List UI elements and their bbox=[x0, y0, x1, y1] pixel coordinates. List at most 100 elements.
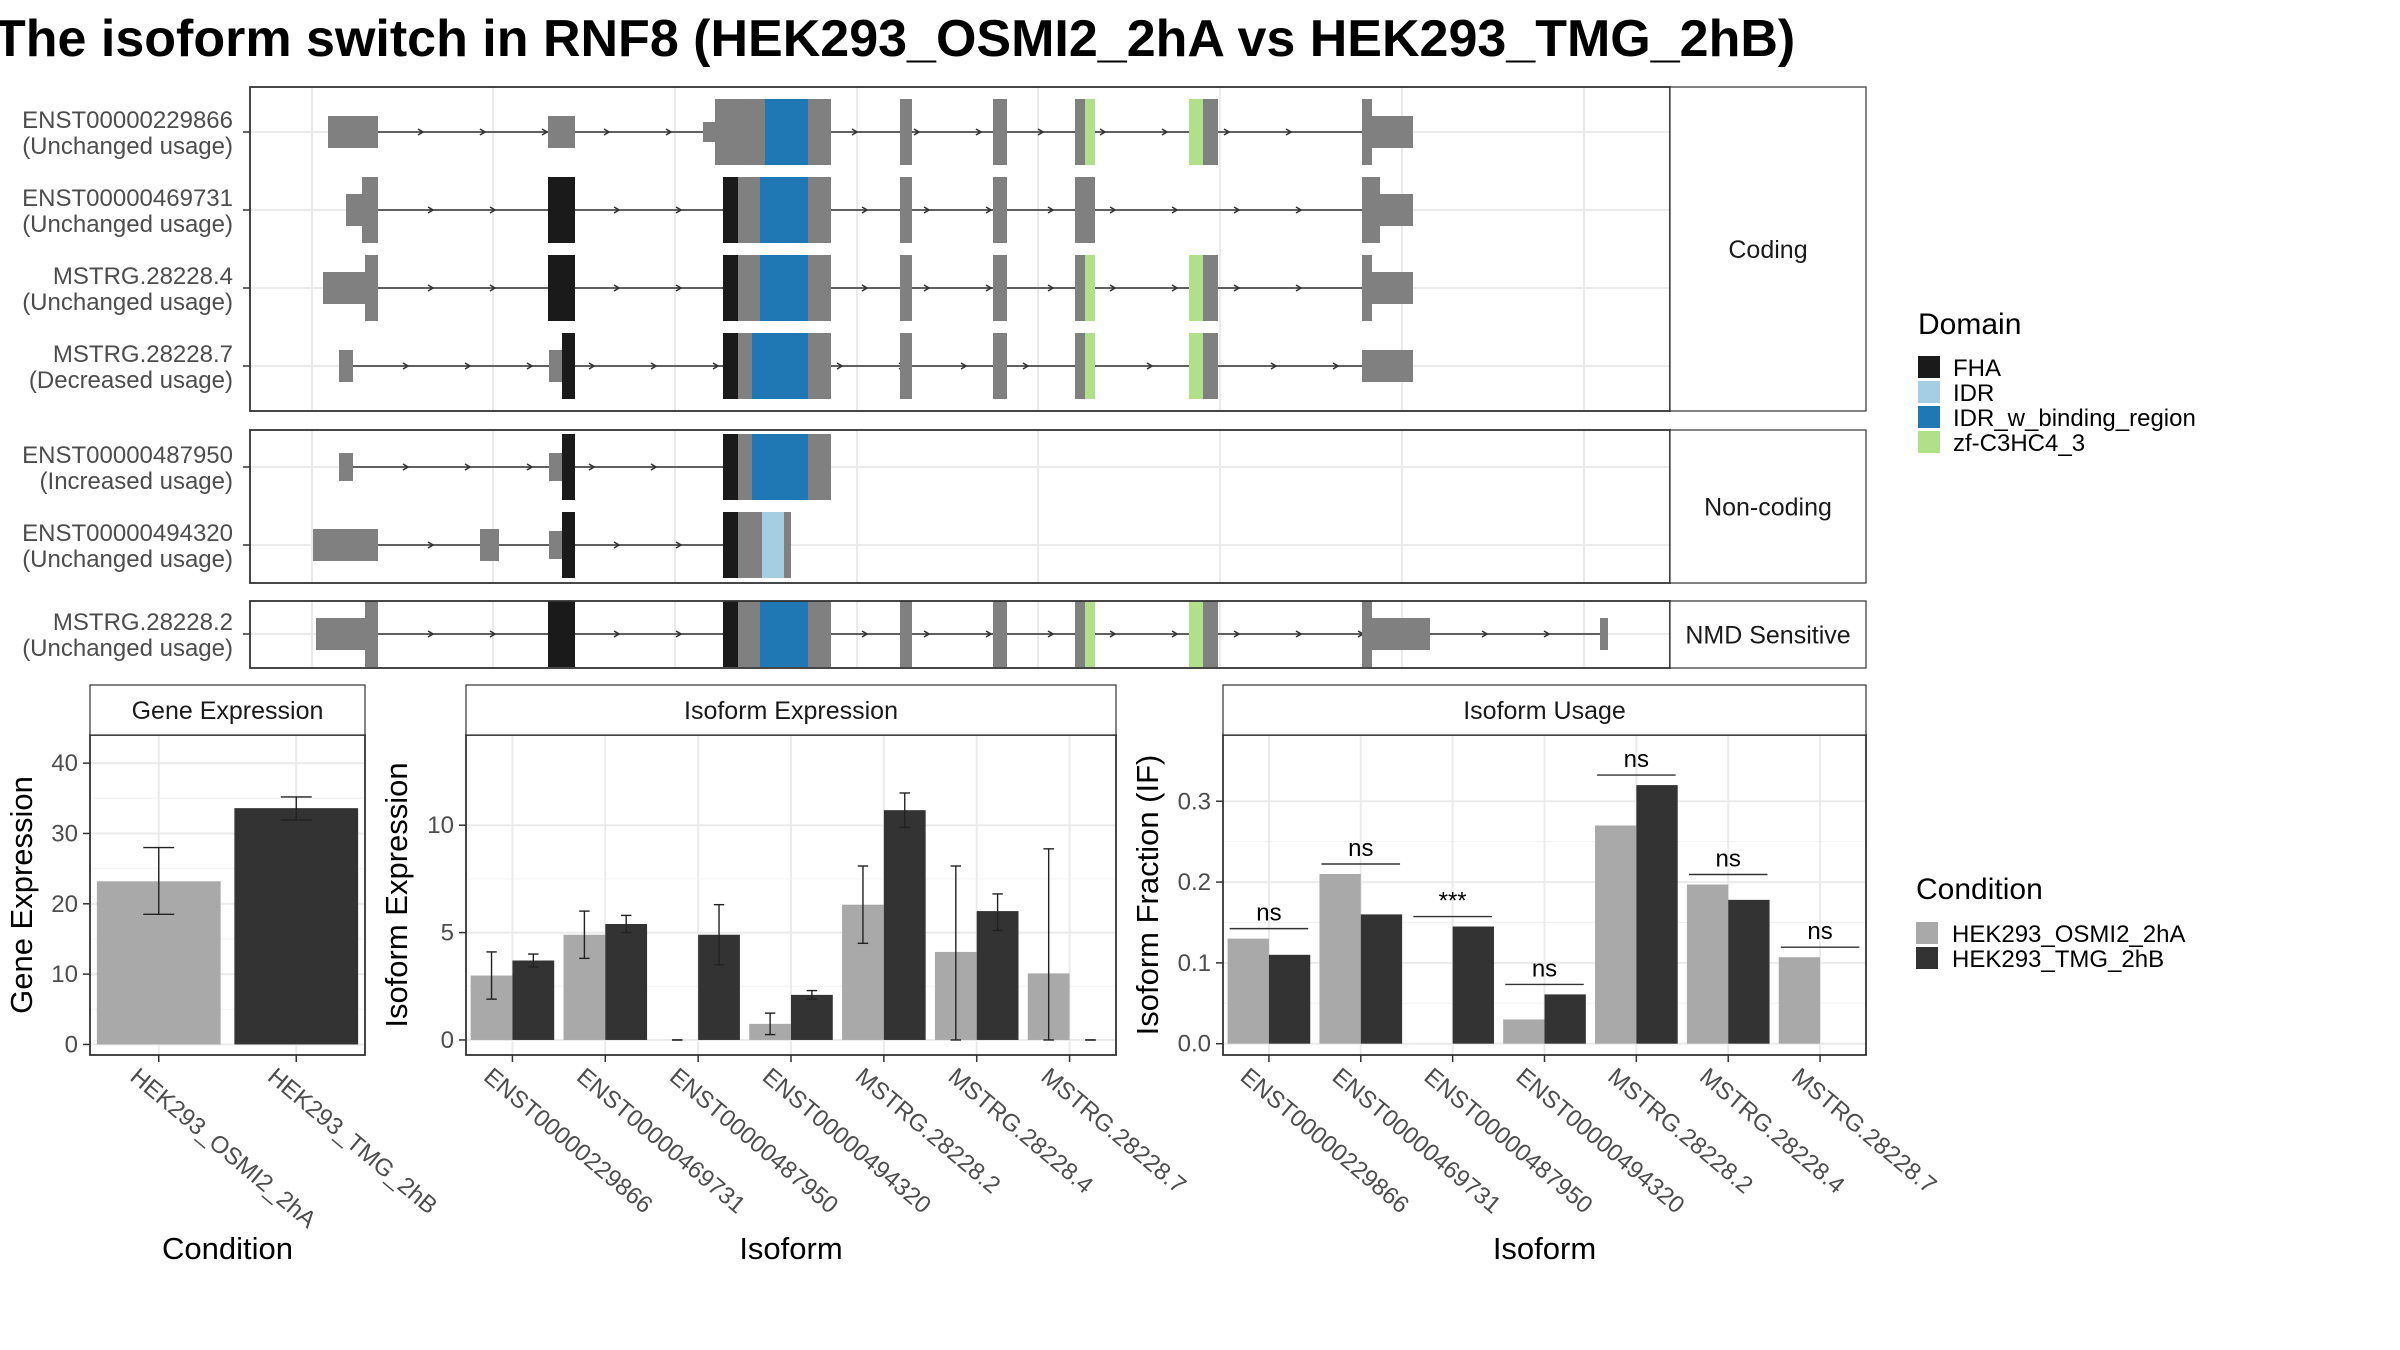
structure-panel: ENST00000229866(Unchanged usage)ENST0000… bbox=[22, 86, 1867, 412]
condition-legend-label: HEK293_OSMI2_2hA bbox=[1952, 921, 2185, 948]
exon-block bbox=[993, 601, 1007, 667]
intron-arrow bbox=[588, 362, 596, 370]
exon-block bbox=[993, 255, 1007, 321]
isoform-structure bbox=[339, 434, 831, 500]
exon-block bbox=[900, 255, 912, 321]
domain-block bbox=[752, 434, 808, 500]
exon-block bbox=[1372, 618, 1430, 650]
intron-arrow bbox=[650, 362, 658, 370]
intron-arrow bbox=[588, 463, 596, 471]
intron-arrow bbox=[1481, 630, 1489, 638]
isoform-name-label: MSTRG.28228.2 bbox=[53, 609, 233, 636]
intron-arrow bbox=[1047, 630, 1055, 638]
facet-strip-label: Isoform Usage bbox=[1463, 697, 1626, 725]
y-tick-label: 0 bbox=[441, 1027, 454, 1054]
intron-arrow bbox=[427, 284, 435, 292]
isoform-structure bbox=[339, 333, 1413, 399]
intron-arrow bbox=[985, 284, 993, 292]
intron-arrow bbox=[479, 128, 487, 136]
domain-legend-label: zf-C3HC4_3 bbox=[1953, 430, 2085, 457]
exon-block bbox=[808, 434, 831, 500]
intron-arrow bbox=[923, 630, 931, 638]
domain-block bbox=[723, 177, 738, 243]
x-tick-label: ENST00000487950 bbox=[1419, 1063, 1598, 1219]
condition-legend-label: HEK293_TMG_2hB bbox=[1952, 946, 2164, 973]
domain-legend-key bbox=[1918, 381, 1940, 403]
exon-block bbox=[365, 601, 378, 667]
domain-block bbox=[1189, 333, 1203, 399]
domain-block bbox=[1189, 601, 1203, 667]
facet-strip bbox=[465, 684, 1117, 736]
domain-legend-label: IDR_w_binding_region bbox=[1953, 405, 2196, 432]
exon-block bbox=[1362, 255, 1372, 321]
significance-label: *** bbox=[1439, 888, 1467, 915]
intron-arrow bbox=[1270, 362, 1278, 370]
exon-block bbox=[738, 434, 752, 500]
exon-block bbox=[549, 531, 562, 559]
intron-arrow bbox=[675, 284, 683, 292]
intron-arrow bbox=[613, 630, 621, 638]
condition-legend-title: Condition bbox=[1916, 873, 2043, 906]
intron-arrow bbox=[836, 362, 844, 370]
isoform-usage-label: (Unchanged usage) bbox=[22, 546, 233, 573]
isoform-structure bbox=[316, 601, 1608, 667]
isoform-name-label: MSTRG.28228.7 bbox=[53, 341, 233, 368]
bar bbox=[1268, 954, 1311, 1044]
domain-block bbox=[723, 601, 738, 667]
y-tick-label: 0.2 bbox=[1178, 869, 1211, 896]
domain-legend-label: FHA bbox=[1953, 355, 2001, 382]
intron-arrow bbox=[675, 206, 683, 214]
intron-arrow bbox=[613, 206, 621, 214]
exon-block bbox=[313, 529, 378, 561]
exon-block bbox=[1372, 272, 1413, 304]
isoform-name-label: ENST00000229866 bbox=[22, 107, 233, 134]
isoform-usage-label: (Unchanged usage) bbox=[22, 289, 233, 316]
exon-block bbox=[480, 529, 499, 561]
intron-arrow bbox=[923, 284, 931, 292]
isoform-usage-label: (Decreased usage) bbox=[29, 367, 233, 394]
exon-block bbox=[1075, 255, 1085, 321]
exon-block bbox=[1203, 99, 1218, 165]
x-tick-label: ENST00000229866 bbox=[479, 1063, 658, 1219]
isoform-usage-label: (Unchanged usage) bbox=[22, 133, 233, 160]
isoform-structure bbox=[346, 177, 1413, 243]
exon-block bbox=[900, 99, 912, 165]
exon-block bbox=[1075, 333, 1085, 399]
exon-block bbox=[362, 177, 378, 243]
exon-block bbox=[993, 177, 1007, 243]
isoform-expression-panel: Isoform Expression0510ENST00000229866ENS… bbox=[379, 684, 1191, 1266]
isoform-name-label: MSTRG.28228.4 bbox=[53, 263, 233, 290]
bar bbox=[1778, 957, 1821, 1044]
intron-arrow bbox=[1543, 630, 1551, 638]
exon-block bbox=[1372, 350, 1413, 382]
y-tick-label: 0.0 bbox=[1178, 1031, 1211, 1058]
bar bbox=[883, 810, 926, 1040]
intron-arrow bbox=[1233, 284, 1241, 292]
x-axis-title: Isoform bbox=[1493, 1231, 1596, 1266]
x-tick-label: ENST00000469731 bbox=[1327, 1063, 1506, 1219]
intron-arrow bbox=[913, 128, 921, 136]
y-tick-label: 5 bbox=[441, 920, 454, 947]
exon-block bbox=[1075, 601, 1085, 667]
domain-block bbox=[723, 333, 738, 399]
exon-block bbox=[1075, 99, 1085, 165]
x-tick-label: ENST00000494320 bbox=[757, 1063, 936, 1219]
y-tick-label: 0 bbox=[65, 1031, 78, 1058]
intron-arrow bbox=[960, 362, 968, 370]
exon-block bbox=[900, 333, 912, 399]
x-axis-title: Condition bbox=[162, 1231, 293, 1266]
exon-block bbox=[993, 99, 1007, 165]
intron-arrow bbox=[427, 541, 435, 549]
exon-block bbox=[548, 116, 575, 148]
intron-arrow bbox=[1022, 362, 1030, 370]
exon-block bbox=[1362, 350, 1372, 382]
facet-strip bbox=[1669, 429, 1867, 584]
intron-arrow bbox=[489, 284, 497, 292]
intron-arrow bbox=[665, 128, 673, 136]
significance-label: ns bbox=[1807, 918, 1832, 945]
exon-block bbox=[784, 512, 791, 578]
intron-arrow bbox=[1161, 128, 1169, 136]
exon-block bbox=[738, 333, 752, 399]
figure-title: The isoform switch in RNF8 (HEK293_OSMI2… bbox=[0, 10, 1795, 68]
